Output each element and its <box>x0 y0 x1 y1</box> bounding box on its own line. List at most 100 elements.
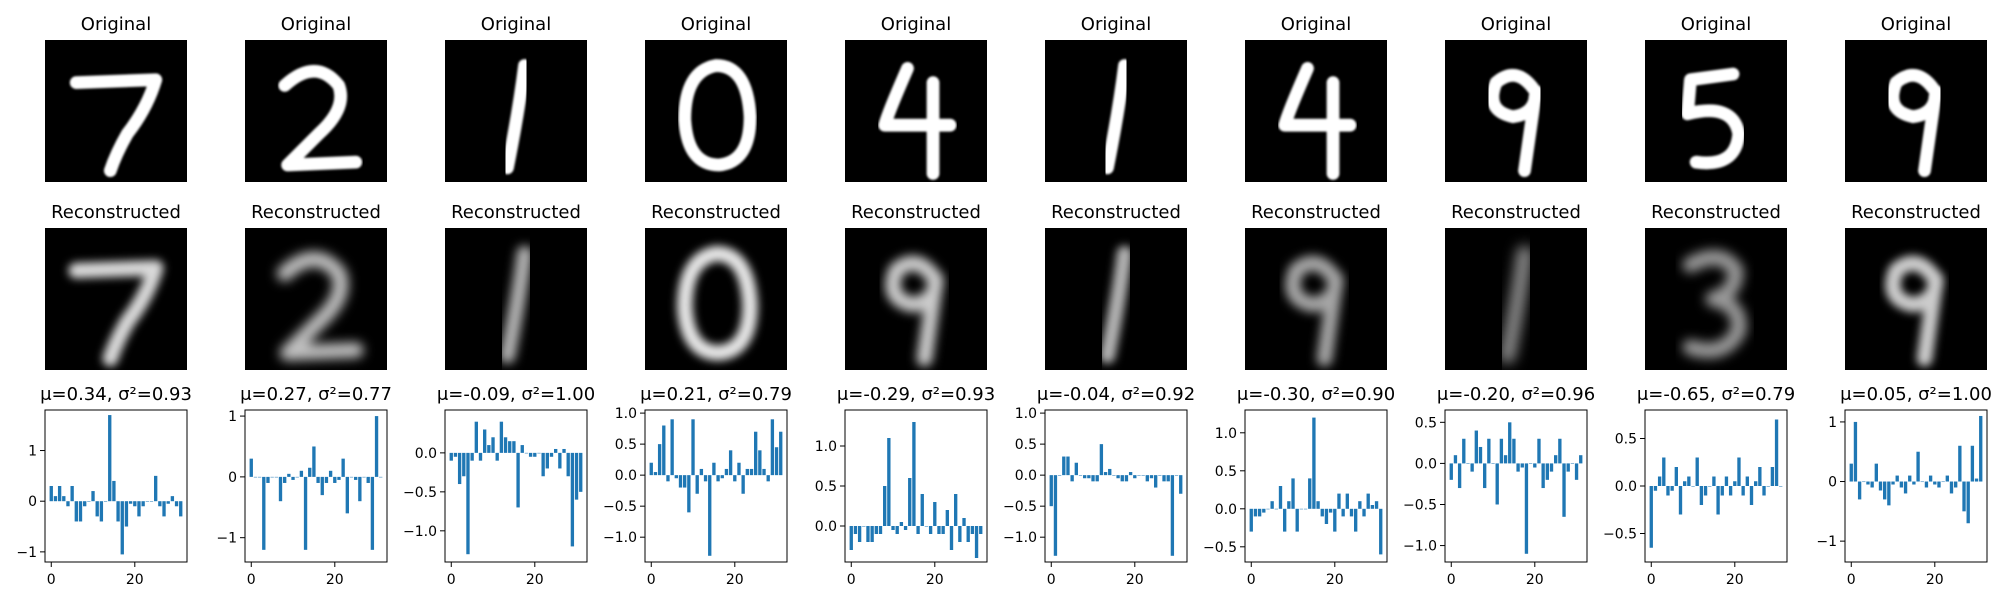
original-title: Original <box>1680 14 1752 35</box>
y-tick-label: −0.5 <box>1003 499 1037 515</box>
bar <box>1874 463 1878 482</box>
bar <box>1374 501 1379 509</box>
bar <box>1979 415 1983 482</box>
digit-stroke <box>1285 255 1344 367</box>
bar <box>1495 463 1499 505</box>
bar <box>1503 455 1508 464</box>
digit-stroke <box>68 259 164 367</box>
bar <box>1170 475 1175 556</box>
bar <box>137 501 141 517</box>
reconstructed-image <box>245 228 387 370</box>
bar <box>1128 472 1133 476</box>
bar <box>1924 481 1929 488</box>
x-tick-label: 20 <box>726 572 744 588</box>
digit-stroke <box>1885 255 1944 367</box>
y-tick-label: 0.0 <box>1615 479 1637 495</box>
bar <box>1716 486 1720 515</box>
bar <box>303 476 308 550</box>
bar <box>1499 438 1504 464</box>
reconstructed-title: Reconstructed <box>1651 202 1781 223</box>
axes-frame <box>1044 409 1188 563</box>
bar <box>62 496 66 502</box>
bar <box>1337 493 1341 509</box>
bar <box>1962 481 1966 512</box>
chart-title: μ=0.27, σ²=0.77 <box>240 384 392 405</box>
bar <box>1299 508 1304 510</box>
bar <box>1099 444 1104 476</box>
bar <box>1266 508 1270 510</box>
bar <box>1083 475 1087 479</box>
bar <box>1741 486 1745 496</box>
bar <box>1903 481 1908 494</box>
bar <box>1853 421 1858 482</box>
reconstructed-title: Reconstructed <box>651 202 781 223</box>
bar <box>295 476 299 478</box>
bar <box>483 429 487 453</box>
bar <box>1703 486 1708 496</box>
bar <box>670 419 674 476</box>
bar <box>95 501 99 517</box>
y-tick-label: −1 <box>1816 534 1837 550</box>
bar <box>754 431 758 476</box>
bar <box>1320 508 1324 517</box>
bar <box>770 419 775 476</box>
bar <box>883 486 887 526</box>
reconstructed-image <box>845 228 987 370</box>
bar <box>1920 481 1924 483</box>
bar <box>1754 481 1758 486</box>
y-tick-label: −1 <box>216 531 237 547</box>
bar <box>158 501 162 507</box>
y-tick-label: 1 <box>228 409 237 425</box>
original-title: Original <box>1880 14 1952 35</box>
bar <box>958 526 962 542</box>
bar <box>954 494 958 526</box>
sample-column: Original Reconstructed μ=0.34, σ²=0.93 −1 0 1… <box>16 0 245 600</box>
bar <box>1666 486 1670 496</box>
bar <box>1887 481 1891 506</box>
bar <box>1295 508 1299 532</box>
bar <box>1074 462 1078 476</box>
sample-column: Original Reconstructed μ=-0.29, σ²=0.93 0.0… <box>815 0 1045 600</box>
bar <box>1103 472 1108 476</box>
sample-column: Original Reconstructed μ=-0.04, σ²=0.92 −1.… <box>1003 0 1245 600</box>
bar <box>1358 501 1362 509</box>
bar <box>1053 475 1058 556</box>
bar <box>1124 475 1129 482</box>
bar <box>1891 481 1895 485</box>
bar <box>124 501 129 527</box>
bar <box>1462 438 1466 464</box>
bar <box>262 476 266 550</box>
bar <box>1316 501 1320 509</box>
bar <box>762 468 766 476</box>
y-tick-label: 1 <box>1828 415 1837 431</box>
bar <box>1916 451 1920 482</box>
x-tick-label: 20 <box>526 572 544 588</box>
bar <box>716 475 720 482</box>
bar <box>99 501 104 522</box>
bar <box>57 486 62 502</box>
bar <box>91 491 95 502</box>
bar <box>1349 508 1354 517</box>
digit-stroke <box>276 251 364 361</box>
original-title: Original <box>1480 14 1552 35</box>
bar <box>478 452 483 461</box>
original-title: Original <box>680 14 752 35</box>
bar <box>1257 508 1262 517</box>
bar <box>687 475 691 513</box>
digit-stroke <box>678 59 757 172</box>
bar <box>1141 475 1145 476</box>
y-tick-label: −0.5 <box>1203 540 1237 556</box>
axes-frame <box>444 409 588 563</box>
x-tick-label: 0 <box>447 572 456 588</box>
bar <box>524 452 529 454</box>
bar <box>274 476 278 478</box>
x-tick-label: 0 <box>647 572 656 588</box>
y-tick-label: 1.0 <box>615 406 637 422</box>
bar <box>1345 493 1349 509</box>
y-tick-label: 0.0 <box>1015 468 1037 484</box>
bar <box>112 480 116 502</box>
bar <box>920 494 924 526</box>
bar <box>370 476 375 550</box>
bar <box>103 501 108 502</box>
sample-column: Original Reconstructed μ=0.05, σ²=1.00 −1 0 1… <box>1816 0 2000 600</box>
